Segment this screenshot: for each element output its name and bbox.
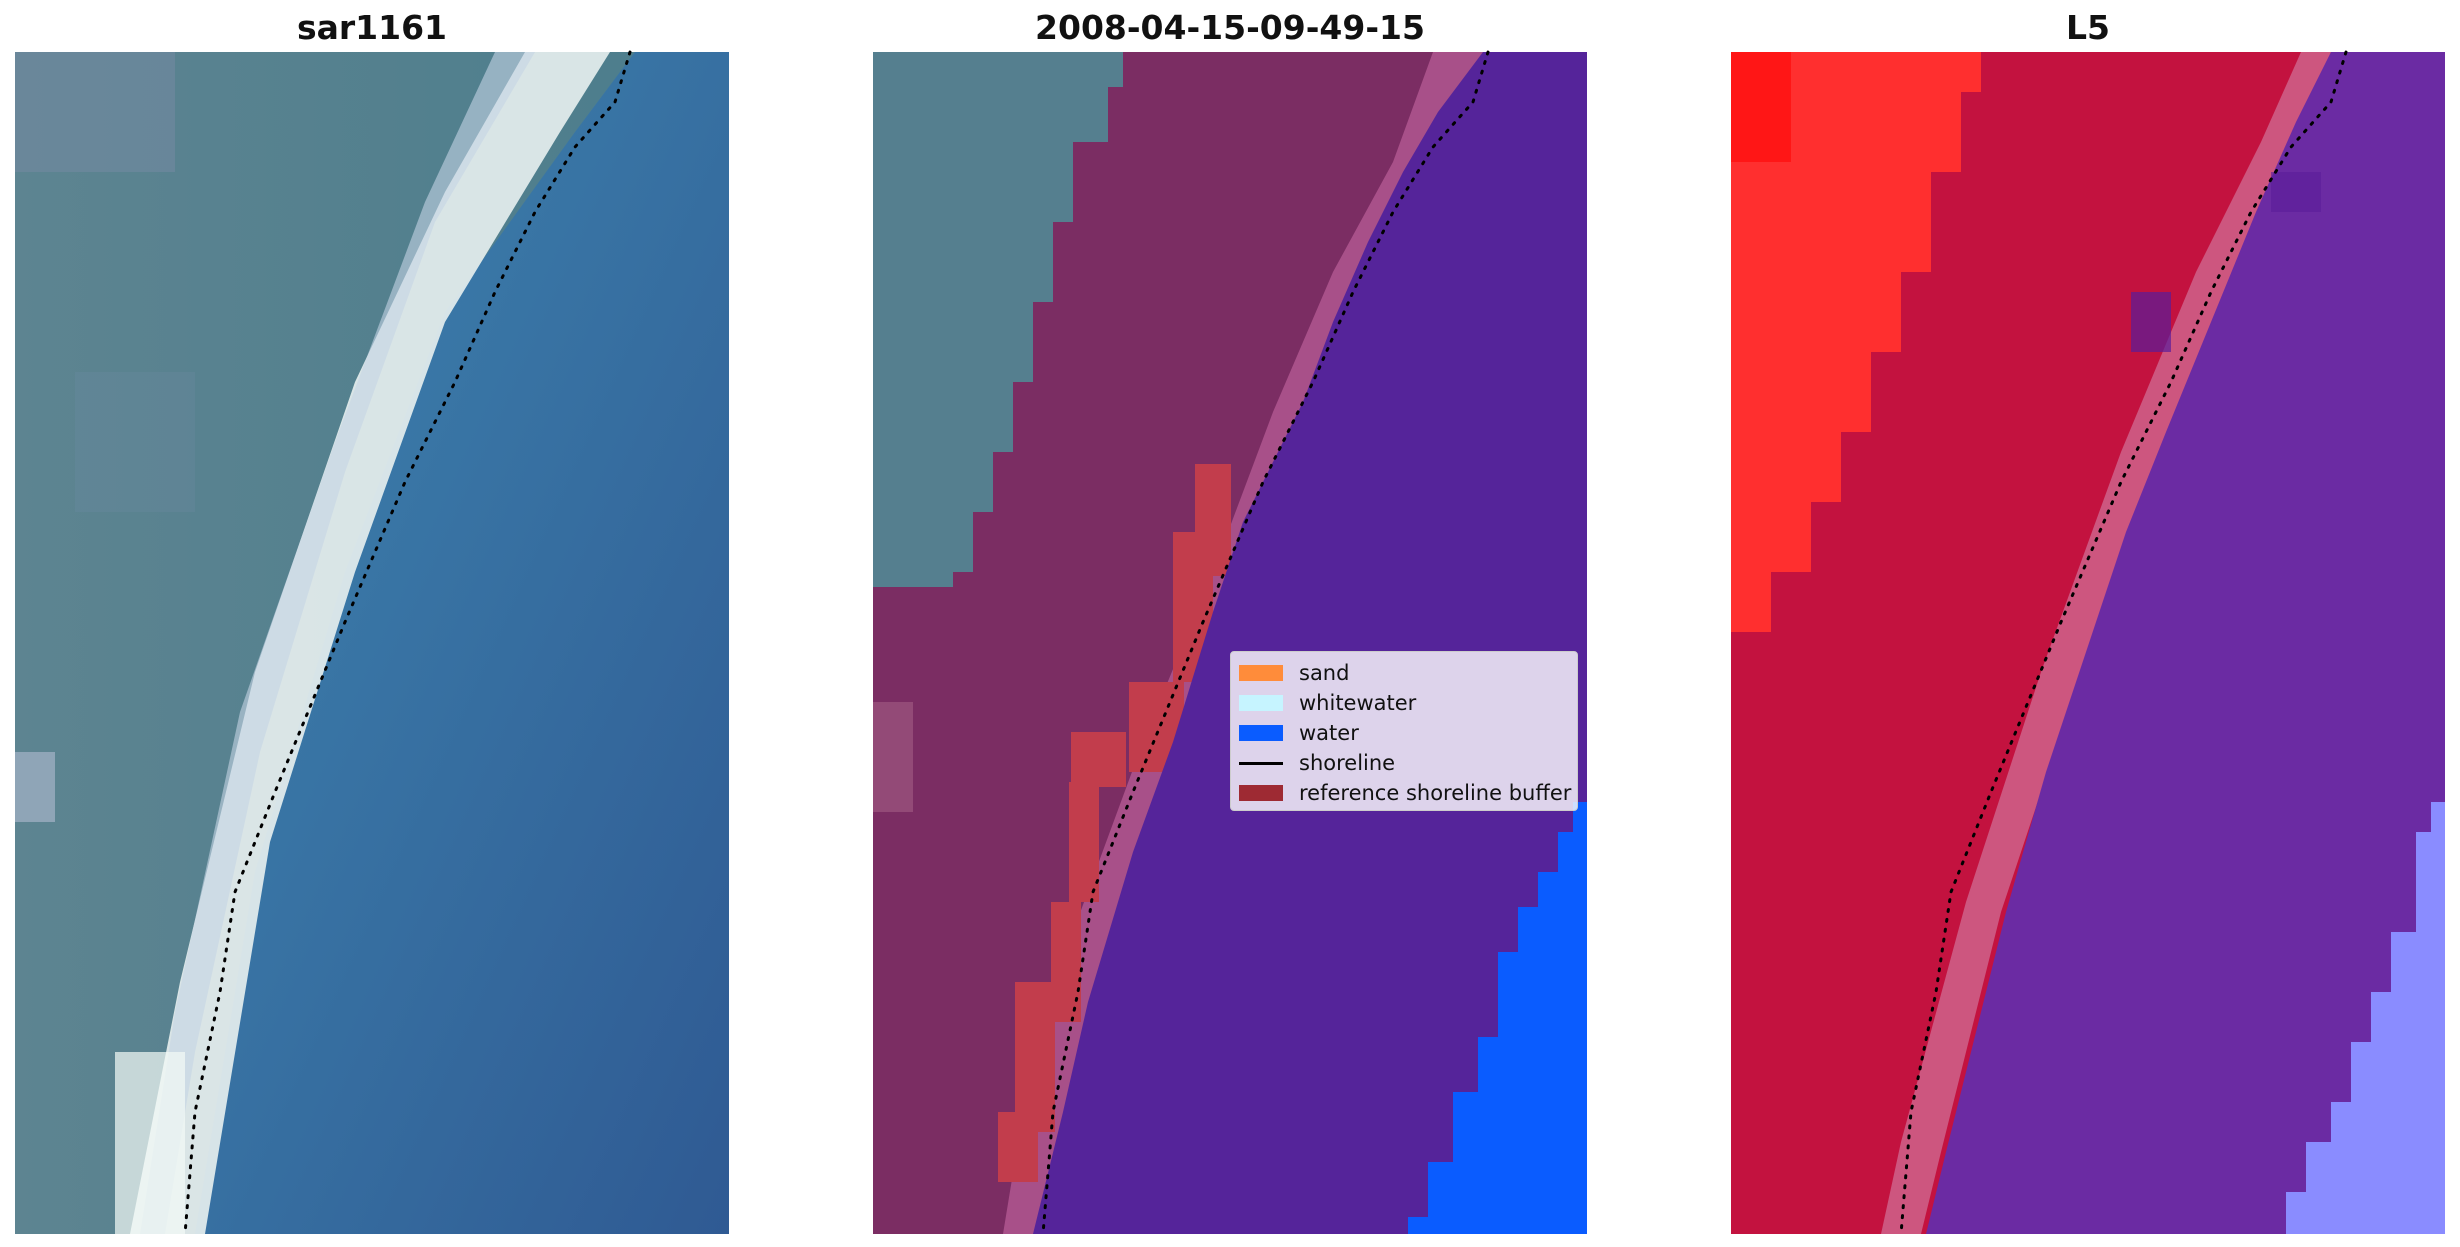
whitewater-swatch [1239,695,1283,711]
legend-label-buffer: reference shoreline buffer [1299,781,1572,805]
classified-image [873,52,1587,1234]
legend-label-sand: sand [1299,661,1350,685]
sand-swatch [1239,665,1283,681]
rgb-satellite-image [15,52,729,1234]
legend-item-shoreline: shoreline [1239,748,1569,778]
index-image [1731,52,2445,1234]
legend-item-buffer: reference shoreline buffer [1239,778,1572,808]
legend-label-whitewater: whitewater [1299,691,1417,715]
legend-label-water: water [1299,721,1359,745]
panel-title-rgb: sar1161 [296,8,448,47]
buffer-swatch [1239,785,1283,801]
panel-title-classified: 2008-04-15-09-49-15 [1035,8,1425,47]
water-swatch [1239,725,1283,741]
shoreline-line-icon [1239,761,1283,765]
legend-item-water: water [1239,718,1569,748]
legend: sand whitewater water shoreline referenc… [1230,651,1578,811]
legend-item-whitewater: whitewater [1239,688,1569,718]
legend-item-sand: sand [1239,658,1569,688]
panel-title-index: L5 [2066,8,2110,47]
legend-label-shoreline: shoreline [1299,751,1396,775]
